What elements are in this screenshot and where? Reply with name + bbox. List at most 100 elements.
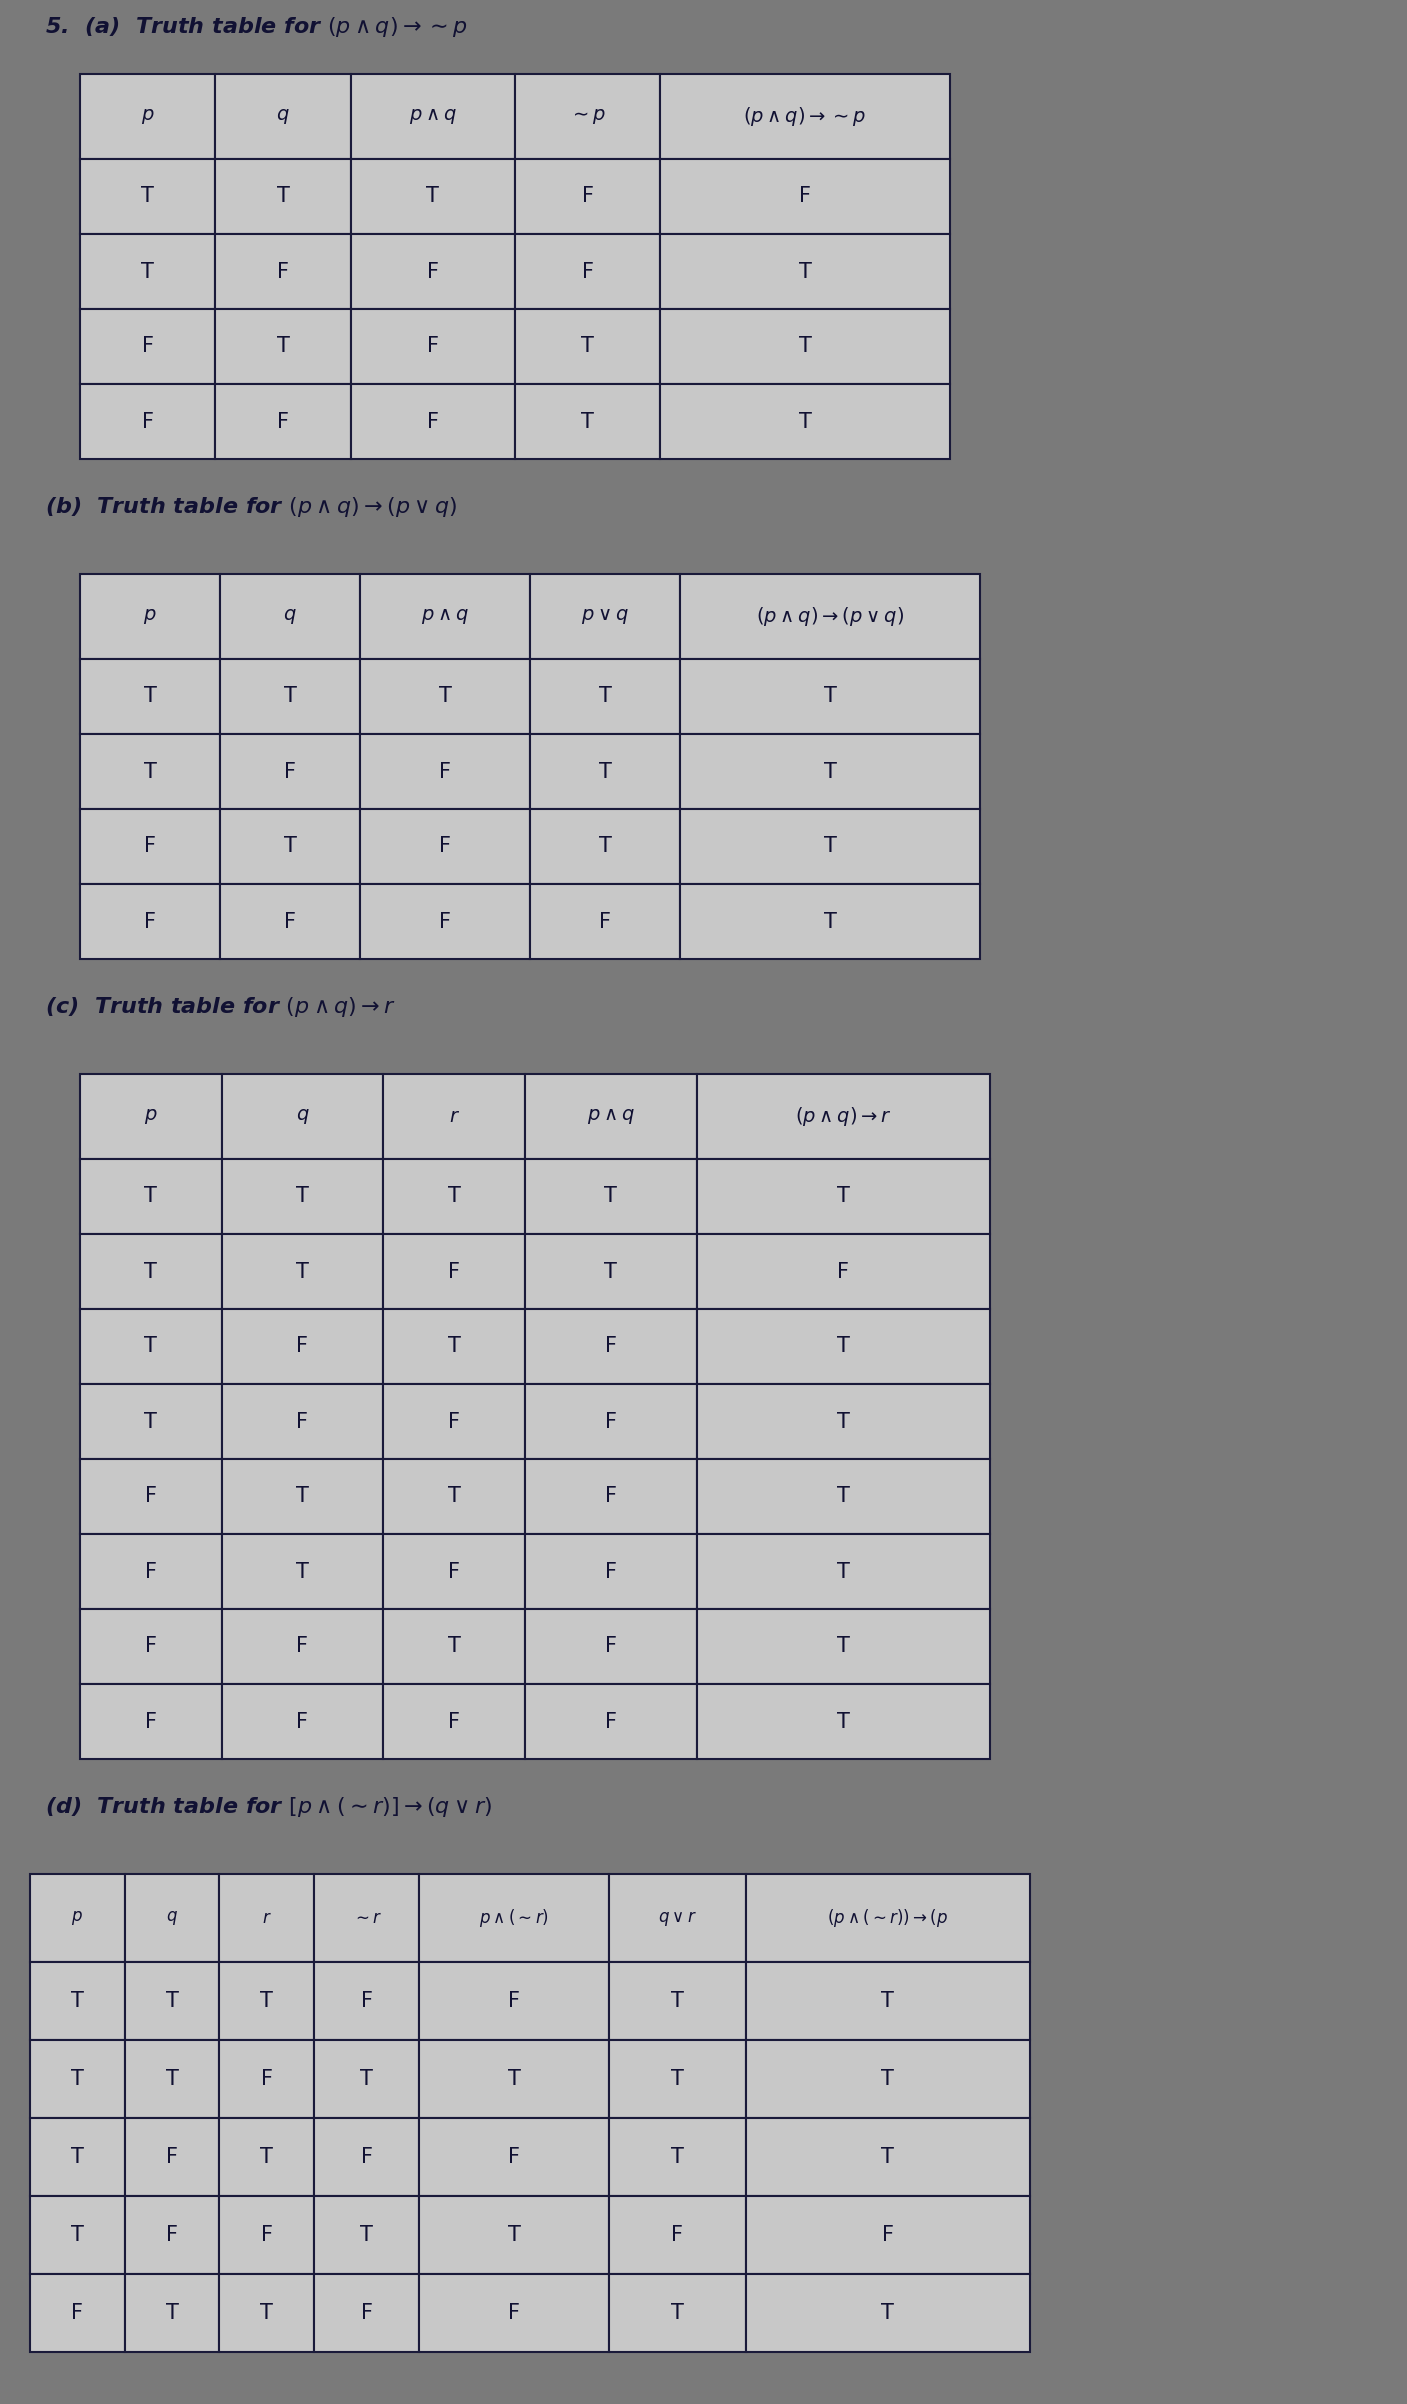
Text: F: F (605, 1712, 616, 1731)
Text: T: T (166, 2070, 179, 2089)
Text: T: T (295, 1563, 310, 1582)
Text: F: F (277, 262, 288, 281)
Text: F: F (284, 911, 295, 930)
Bar (383, 1159, 525, 1233)
Text: T: T (145, 1188, 158, 1207)
Bar (80, 310, 215, 385)
Text: T: T (823, 762, 836, 781)
Text: T: T (598, 688, 612, 707)
Text: F: F (599, 911, 611, 930)
Bar (350, 75, 515, 159)
Bar (219, 2118, 314, 2195)
Text: T: T (145, 1262, 158, 1281)
Text: T: T (277, 337, 290, 356)
Bar (419, 1875, 609, 1962)
Text: T: T (671, 2070, 684, 2089)
Text: T: T (881, 2070, 895, 2089)
Text: F: F (166, 2226, 179, 2245)
Bar (80, 1233, 221, 1310)
Text: T: T (141, 262, 155, 281)
Bar (125, 2118, 219, 2195)
Bar (515, 385, 660, 459)
Text: (d)  Truth table for $[p \wedge (\sim r)] \rightarrow (q \vee r)$: (d) Truth table for $[p \wedge (\sim r)]… (45, 1796, 492, 1820)
Bar (660, 75, 950, 159)
Text: F: F (144, 837, 156, 856)
Bar (219, 2195, 314, 2274)
Bar (696, 1683, 991, 1760)
Text: T: T (799, 262, 812, 281)
Text: T: T (508, 2226, 521, 2245)
Text: F: F (360, 2303, 373, 2322)
Bar (350, 385, 515, 459)
Text: F: F (284, 762, 295, 781)
Bar (80, 885, 219, 959)
Bar (696, 1534, 991, 1608)
Bar (125, 2041, 219, 2118)
Text: T: T (881, 2147, 895, 2166)
Bar (30, 2274, 125, 2351)
Bar (80, 733, 219, 810)
Bar (696, 1310, 991, 1385)
Bar (80, 1459, 221, 1534)
Bar (383, 1683, 525, 1760)
Bar (360, 885, 530, 959)
Text: F: F (426, 337, 439, 356)
Text: F: F (882, 2226, 893, 2245)
Text: F: F (581, 188, 594, 207)
Text: $r$: $r$ (449, 1106, 460, 1125)
Bar (515, 75, 660, 159)
Bar (419, 2041, 609, 2118)
Text: T: T (447, 1188, 460, 1207)
Bar (680, 885, 981, 959)
Bar (515, 159, 660, 233)
Text: T: T (166, 1991, 179, 2012)
Bar (219, 1875, 314, 1962)
Bar (609, 2041, 746, 2118)
Bar (219, 1962, 314, 2041)
Bar (660, 385, 950, 459)
Text: F: F (426, 262, 439, 281)
Bar (80, 1683, 221, 1760)
Text: F: F (360, 1991, 373, 2012)
Bar (221, 1608, 383, 1683)
Bar (215, 310, 350, 385)
Text: F: F (447, 1262, 460, 1281)
Text: T: T (823, 837, 836, 856)
Text: F: F (360, 2147, 373, 2166)
Text: $(p \wedge q) \rightarrow r$: $(p \wedge q) \rightarrow r$ (795, 1106, 892, 1127)
Bar (383, 1075, 525, 1159)
Bar (314, 2195, 419, 2274)
Text: T: T (70, 2070, 84, 2089)
Text: T: T (605, 1188, 618, 1207)
Bar (680, 659, 981, 733)
Bar (609, 2195, 746, 2274)
Text: F: F (439, 911, 452, 930)
Bar (515, 233, 660, 310)
Text: F: F (142, 337, 153, 356)
Bar (215, 75, 350, 159)
Text: F: F (72, 2303, 83, 2322)
Bar (80, 1075, 221, 1159)
Bar (30, 1875, 125, 1962)
Text: T: T (605, 1262, 618, 1281)
Text: T: T (166, 2303, 179, 2322)
Text: $p \wedge q$: $p \wedge q$ (409, 108, 457, 125)
Bar (221, 1683, 383, 1760)
Text: T: T (837, 1712, 850, 1731)
Bar (80, 1310, 221, 1385)
Bar (314, 2274, 419, 2351)
Text: T: T (671, 2303, 684, 2322)
Text: F: F (508, 1991, 521, 2012)
Text: T: T (837, 1486, 850, 1507)
Text: F: F (508, 2147, 521, 2166)
Bar (696, 1233, 991, 1310)
Bar (525, 1534, 696, 1608)
Bar (80, 1534, 221, 1608)
Text: F: F (605, 1337, 616, 1356)
Bar (80, 159, 215, 233)
Text: $q$: $q$ (166, 1909, 179, 1928)
Bar (525, 1459, 696, 1534)
Bar (80, 810, 219, 885)
Text: F: F (144, 911, 156, 930)
Text: F: F (439, 762, 452, 781)
